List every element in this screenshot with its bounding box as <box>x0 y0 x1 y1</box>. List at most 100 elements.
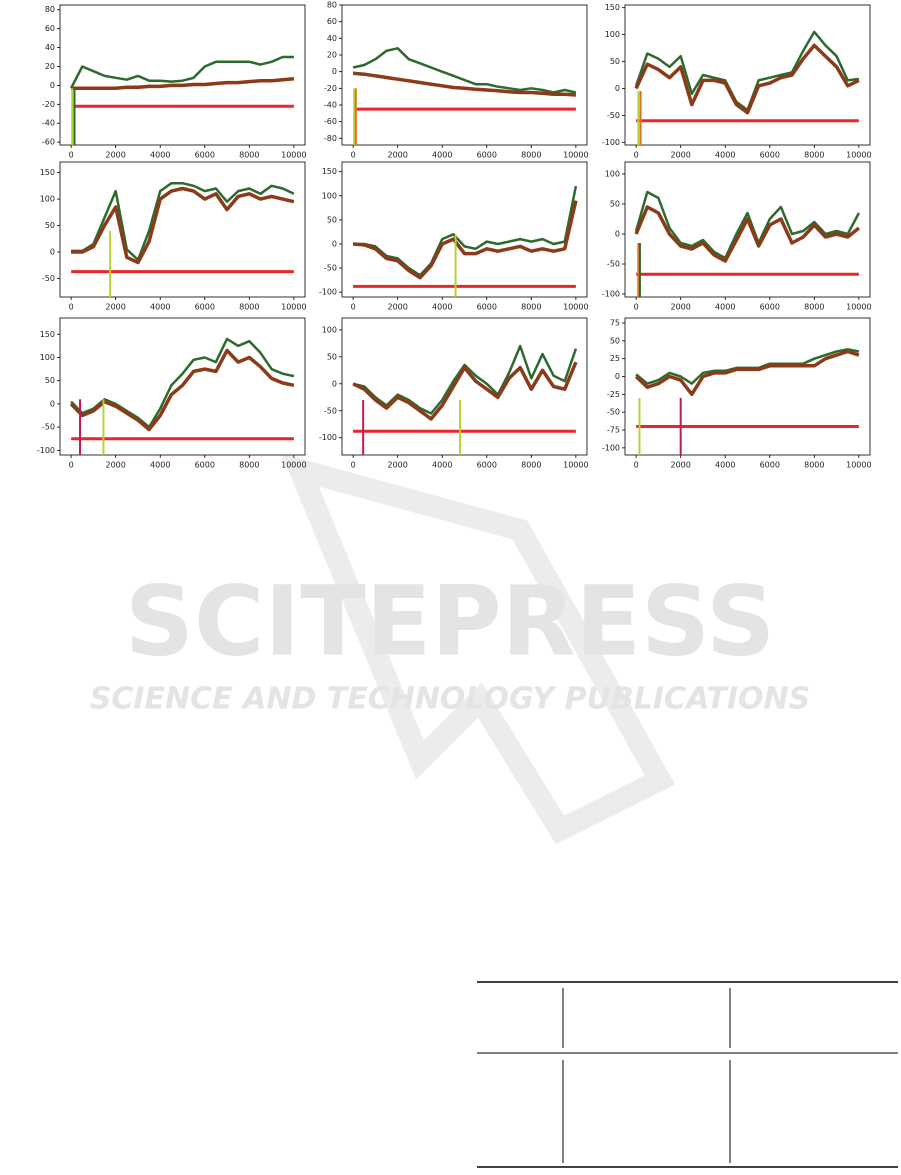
y-tick-label: -20 <box>324 84 337 93</box>
y-tick-label: 100 <box>40 353 55 362</box>
y-tick-label: 0 <box>50 399 55 408</box>
plot-frame <box>624 4 871 146</box>
x-tick-label: 8000 <box>804 303 824 312</box>
y-tick-label: 40 <box>45 43 55 52</box>
y-tick-label: 0 <box>332 239 337 248</box>
x-tick-label: 8000 <box>521 303 541 312</box>
y-tick-label: 50 <box>327 215 337 224</box>
x-tick-label: 8000 <box>804 151 824 160</box>
y-tick-label: -100 <box>37 446 55 455</box>
smoothed-series <box>69 348 295 432</box>
x-tick-label: 2000 <box>106 303 126 312</box>
x-tick-label: 0 <box>351 303 356 312</box>
x-tick-label: 6000 <box>477 151 497 160</box>
x-tick-label: 2000 <box>388 303 408 312</box>
x-tick-label: 4000 <box>715 303 735 312</box>
y-tick-label: 0 <box>332 67 337 76</box>
y-tick-label: -50 <box>42 423 55 432</box>
y-tick-label: 50 <box>610 200 620 209</box>
noisy-series <box>353 185 578 277</box>
x-tick-label: 6000 <box>195 303 215 312</box>
x-tick-label: 10000 <box>281 151 306 160</box>
x-tick-label: 8000 <box>239 461 259 470</box>
plot-frame <box>341 4 588 146</box>
y-tick-label: 25 <box>610 354 620 363</box>
y-tick-label: 0 <box>615 84 620 93</box>
x-tick-label: 4000 <box>715 151 735 160</box>
y-tick-label: 50 <box>45 376 55 385</box>
x-tick-label: 0 <box>69 303 74 312</box>
y-tick-label: -100 <box>602 443 620 452</box>
y-tick-label: 20 <box>45 62 55 71</box>
x-tick-label: 2000 <box>388 461 408 470</box>
x-tick-label: 6000 <box>760 461 780 470</box>
y-tick-label: -40 <box>42 119 55 128</box>
x-tick-label: 0 <box>351 461 356 470</box>
smoothed-series <box>634 349 860 397</box>
smoothed-series <box>634 43 860 115</box>
y-tick-label: -20 <box>42 100 55 109</box>
x-tick-label: 8000 <box>239 303 259 312</box>
y-tick-label: -50 <box>607 260 620 269</box>
x-tick-label: 0 <box>634 461 639 470</box>
noisy-series <box>70 337 295 429</box>
x-tick-label: 4000 <box>432 151 452 160</box>
x-tick-label: 4000 <box>432 303 452 312</box>
x-tick-label: 4000 <box>432 461 452 470</box>
x-tick-label: 0 <box>634 303 639 312</box>
y-tick-label: -80 <box>324 134 337 143</box>
x-tick-label: 0 <box>351 151 356 160</box>
smoothed-series <box>352 200 578 280</box>
y-tick-label: 80 <box>327 1 337 10</box>
y-tick-label: -75 <box>607 426 620 435</box>
plot-frame <box>624 317 871 456</box>
x-tick-label: 4000 <box>150 461 170 470</box>
smoothed-series <box>352 71 577 97</box>
smoothed-series <box>352 361 578 421</box>
x-tick-label: 10000 <box>281 461 306 470</box>
smoothed-series <box>71 77 295 90</box>
x-tick-label: 2000 <box>671 303 691 312</box>
x-tick-label: 6000 <box>195 461 215 470</box>
y-tick-label: 40 <box>327 34 337 43</box>
y-tick-label: 0 <box>615 230 620 239</box>
x-tick-label: 4000 <box>150 151 170 160</box>
y-tick-label: 100 <box>40 195 55 204</box>
x-tick-label: 4000 <box>715 461 735 470</box>
x-tick-label: 10000 <box>846 461 871 470</box>
plot-frame <box>341 317 588 456</box>
plot-frame <box>59 4 306 146</box>
y-tick-label: 100 <box>605 30 620 39</box>
x-tick-label: 6000 <box>760 151 780 160</box>
smoothed-series <box>71 186 295 265</box>
y-tick-label: 60 <box>45 24 55 33</box>
y-tick-label: -100 <box>319 433 337 442</box>
plot-frame <box>624 161 871 298</box>
x-tick-label: 0 <box>69 461 74 470</box>
watermark-subtitle: SCIENCE AND TECHNOLOGY PUBLICATIONS <box>90 682 811 717</box>
x-tick-label: 8000 <box>521 151 541 160</box>
x-tick-label: 2000 <box>671 151 691 160</box>
y-tick-label: 80 <box>45 5 55 14</box>
noisy-series <box>69 55 294 89</box>
y-tick-label: 150 <box>322 167 337 176</box>
smoothed-series <box>634 205 860 263</box>
y-tick-label: -50 <box>324 264 337 273</box>
y-tick-label: 60 <box>327 17 337 26</box>
x-tick-label: 10000 <box>846 151 871 160</box>
table <box>477 981 898 1168</box>
x-tick-label: 10000 <box>563 151 588 160</box>
x-tick-label: 10000 <box>281 303 306 312</box>
y-tick-label: 0 <box>615 372 620 381</box>
plot-frame <box>341 161 588 298</box>
noisy-series <box>352 47 577 94</box>
noisy-series <box>352 344 578 415</box>
y-tick-label: 20 <box>327 51 337 60</box>
y-tick-label: 50 <box>327 352 337 361</box>
y-tick-label: 100 <box>605 170 620 179</box>
x-tick-label: 10000 <box>563 461 588 470</box>
noisy-series <box>634 190 861 260</box>
x-tick-label: 6000 <box>195 151 215 160</box>
